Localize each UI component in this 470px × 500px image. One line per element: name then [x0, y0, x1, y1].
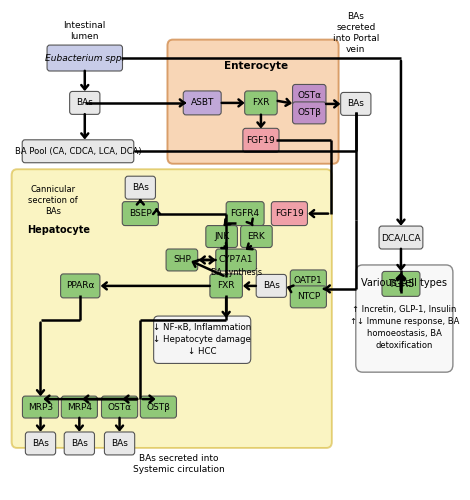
FancyBboxPatch shape: [154, 316, 251, 364]
FancyBboxPatch shape: [104, 432, 135, 455]
Text: Eubacterium spp.: Eubacterium spp.: [45, 54, 125, 62]
FancyBboxPatch shape: [243, 128, 279, 152]
Text: BAs: BAs: [32, 439, 49, 448]
Text: FXR: FXR: [252, 98, 270, 108]
Text: BAs: BAs: [71, 439, 88, 448]
Text: BA synthesis: BA synthesis: [211, 268, 262, 277]
FancyBboxPatch shape: [271, 202, 307, 226]
FancyBboxPatch shape: [245, 91, 277, 115]
Text: BAs: BAs: [263, 282, 280, 290]
FancyBboxPatch shape: [64, 432, 94, 455]
Text: OSTβ: OSTβ: [147, 402, 170, 411]
FancyBboxPatch shape: [292, 84, 326, 106]
FancyBboxPatch shape: [25, 432, 55, 455]
Text: CYP7A1: CYP7A1: [219, 256, 253, 264]
Text: FGFR4: FGFR4: [231, 209, 260, 218]
FancyBboxPatch shape: [256, 274, 286, 297]
FancyBboxPatch shape: [61, 396, 97, 418]
FancyBboxPatch shape: [47, 45, 123, 71]
Text: FXR: FXR: [218, 282, 235, 290]
Text: FGF19: FGF19: [247, 136, 275, 145]
Text: FGF19: FGF19: [275, 209, 304, 218]
Text: ASBT: ASBT: [190, 98, 214, 108]
FancyBboxPatch shape: [292, 102, 326, 124]
FancyBboxPatch shape: [216, 249, 257, 271]
FancyBboxPatch shape: [12, 169, 332, 448]
Text: NTCP: NTCP: [297, 292, 320, 302]
Text: DCA/LCA: DCA/LCA: [381, 233, 421, 242]
FancyBboxPatch shape: [70, 92, 100, 114]
FancyBboxPatch shape: [210, 274, 243, 298]
Text: ERK: ERK: [248, 232, 265, 241]
FancyBboxPatch shape: [206, 226, 237, 248]
Text: OSTβ: OSTβ: [298, 108, 321, 118]
Text: BAs: BAs: [132, 183, 149, 192]
Text: Intestinal
lumen: Intestinal lumen: [63, 20, 106, 40]
FancyBboxPatch shape: [166, 249, 198, 271]
FancyBboxPatch shape: [122, 202, 158, 226]
Text: BA Pool (CA, CDCA, LCA, DCA): BA Pool (CA, CDCA, LCA, DCA): [15, 147, 141, 156]
Text: ↓ NF-κB, Inflammation
↓ Hepatocyte damage
↓ HCC: ↓ NF-κB, Inflammation ↓ Hepatocyte damag…: [153, 324, 251, 356]
Text: ↑ Incretin, GLP-1, Insulin
↑↓ Immune response, BA
homoeostasis, BA
detoxificatio: ↑ Incretin, GLP-1, Insulin ↑↓ Immune res…: [350, 306, 459, 350]
FancyBboxPatch shape: [379, 226, 423, 249]
Text: BAs: BAs: [76, 98, 93, 108]
Text: BAs
secreted
into Portal
vein: BAs secreted into Portal vein: [333, 12, 379, 54]
Text: JNK: JNK: [214, 232, 229, 241]
Text: BAs secreted into
Systemic circulation: BAs secreted into Systemic circulation: [133, 454, 225, 474]
Text: BSEP: BSEP: [129, 209, 152, 218]
FancyBboxPatch shape: [290, 270, 327, 292]
Text: TGR5: TGR5: [388, 279, 414, 289]
Text: Various cell types: Various cell types: [361, 278, 447, 288]
Text: Hepatocyte: Hepatocyte: [27, 225, 90, 235]
Text: MRP4: MRP4: [67, 402, 92, 411]
Text: MRP3: MRP3: [28, 402, 53, 411]
Text: OATP1: OATP1: [294, 276, 323, 285]
FancyBboxPatch shape: [341, 92, 371, 116]
Text: OSTα: OSTα: [297, 91, 321, 100]
FancyBboxPatch shape: [241, 226, 272, 248]
Text: PPARα: PPARα: [66, 282, 94, 290]
Text: BAs: BAs: [111, 439, 128, 448]
Text: Cannicular
secretion of
BAs: Cannicular secretion of BAs: [28, 184, 78, 216]
Text: SHP: SHP: [173, 256, 191, 264]
FancyBboxPatch shape: [226, 202, 264, 226]
FancyBboxPatch shape: [356, 265, 453, 372]
FancyBboxPatch shape: [183, 91, 221, 115]
Text: Enterocyte: Enterocyte: [224, 60, 289, 70]
FancyBboxPatch shape: [290, 286, 327, 308]
FancyBboxPatch shape: [382, 272, 420, 296]
FancyBboxPatch shape: [23, 396, 59, 418]
FancyBboxPatch shape: [22, 140, 134, 162]
Text: BAs: BAs: [347, 100, 364, 108]
FancyBboxPatch shape: [167, 40, 338, 164]
FancyBboxPatch shape: [102, 396, 138, 418]
FancyBboxPatch shape: [125, 176, 156, 199]
FancyBboxPatch shape: [141, 396, 176, 418]
FancyBboxPatch shape: [61, 274, 100, 298]
Text: OSTα: OSTα: [108, 402, 132, 411]
